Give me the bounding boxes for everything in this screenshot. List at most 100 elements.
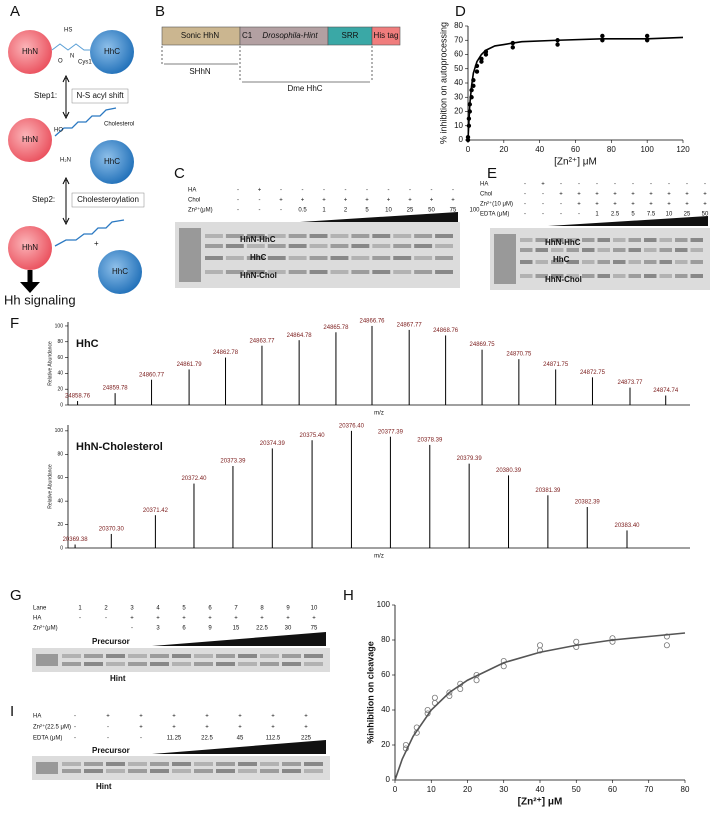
cell: 7.5 xyxy=(647,212,656,218)
gel-band xyxy=(535,238,548,242)
cell: 15 xyxy=(233,626,240,632)
data-point xyxy=(609,635,616,642)
gel-band xyxy=(597,238,610,242)
cell: 8 xyxy=(260,606,264,612)
y-tick-label: 80 xyxy=(454,21,463,30)
cell: + xyxy=(344,198,348,204)
peak-label: 20382.39 xyxy=(575,500,601,506)
cell: 10 xyxy=(666,212,673,218)
gel-band xyxy=(150,654,169,658)
gel-band xyxy=(172,762,191,766)
cell: - xyxy=(409,188,411,194)
cell: 50 xyxy=(702,212,709,218)
gel-band xyxy=(628,248,641,252)
gel-band xyxy=(216,762,235,766)
cholesterol-structure xyxy=(54,219,125,247)
x-tick-label: 30 xyxy=(499,785,508,794)
x-tick-label: 120 xyxy=(676,145,690,154)
gel-band xyxy=(84,654,103,658)
gel-band xyxy=(372,256,391,260)
x-tick-label: 0 xyxy=(466,145,471,154)
hhn-label: HhN xyxy=(22,135,38,144)
peak-label: 24860.77 xyxy=(139,372,165,378)
cell: - xyxy=(302,188,304,194)
y-axis-label: Relative Abundance xyxy=(47,341,53,386)
hhc-label: HhC xyxy=(104,157,120,166)
gel-band xyxy=(238,769,257,773)
cell: 10 xyxy=(385,208,392,214)
peak-label: 24867.77 xyxy=(397,322,423,328)
span-label: SHhN xyxy=(189,67,211,76)
panel-a: A HhN HhC HS O N Cys1 Step1: N-S acyl sh… xyxy=(4,3,145,307)
gel-band xyxy=(675,238,688,242)
y-tick-label: 60 xyxy=(57,355,63,361)
y-tick-label: 70 xyxy=(454,35,463,44)
gel-band xyxy=(393,244,412,248)
cell: + xyxy=(577,192,581,198)
gel-band xyxy=(414,270,433,274)
cell: - xyxy=(366,188,368,194)
cell: 6 xyxy=(208,606,212,612)
cell: - xyxy=(704,182,706,188)
gel-band xyxy=(106,654,125,658)
gel-band xyxy=(613,248,626,252)
data-point xyxy=(510,45,515,50)
cell: - xyxy=(542,202,544,208)
gel-band xyxy=(330,270,349,274)
peak-label: 20378.39 xyxy=(417,437,443,443)
cell: - xyxy=(542,192,544,198)
peak-label: 20371.42 xyxy=(143,508,169,514)
gel-band xyxy=(351,270,370,274)
gel-band xyxy=(309,234,328,238)
cell: + xyxy=(649,202,653,208)
data-point xyxy=(663,633,670,640)
y-tick-label: 20 xyxy=(381,740,390,749)
cell: 9 xyxy=(286,606,290,612)
cell: + xyxy=(541,182,545,188)
gel-band xyxy=(535,248,548,252)
y-tick-label: 60 xyxy=(57,475,63,481)
gel-band xyxy=(414,234,433,238)
data-point xyxy=(555,42,560,47)
gel-band xyxy=(520,248,533,252)
peak-label: 24866.76 xyxy=(359,319,385,325)
cell: + xyxy=(234,616,238,622)
gel-band xyxy=(644,260,657,264)
step-text: N-S acyl shift xyxy=(76,91,124,100)
segment xyxy=(371,26,401,46)
cholesterol-structure xyxy=(54,107,117,137)
gel-band xyxy=(267,270,286,274)
gel-band xyxy=(435,244,453,248)
gel-band xyxy=(62,762,81,766)
data-point xyxy=(446,689,453,696)
gel-band xyxy=(520,260,533,264)
outcome-label: Hh signaling xyxy=(4,292,76,307)
gel-band xyxy=(435,234,453,238)
y-tick-label: 60 xyxy=(381,670,390,679)
gel-band xyxy=(246,270,265,274)
segment-label: C1 xyxy=(242,31,253,40)
cell: - xyxy=(237,208,239,214)
y-tick-label: 20 xyxy=(57,387,63,393)
gel-band xyxy=(84,762,103,766)
cell: - xyxy=(524,192,526,198)
x-axis-label: [Zn²⁺] μM xyxy=(554,157,597,168)
cell: 100 xyxy=(469,208,480,214)
segment-label: SRR xyxy=(342,31,359,40)
gel-band xyxy=(659,238,672,242)
cell: + xyxy=(322,198,326,204)
gel-band xyxy=(435,256,453,260)
data-point xyxy=(474,69,480,74)
gel-band xyxy=(393,234,412,238)
data-point xyxy=(609,638,616,645)
cell: + xyxy=(685,202,689,208)
span-label: Dme HhC xyxy=(287,84,322,93)
cell: - xyxy=(578,182,580,188)
cell: + xyxy=(172,714,176,720)
cell: + xyxy=(106,714,110,720)
cell: 225 xyxy=(301,736,312,742)
gel-band xyxy=(566,238,579,242)
gel-band xyxy=(205,256,223,260)
gel-band xyxy=(150,662,169,666)
gel-band xyxy=(582,260,595,264)
